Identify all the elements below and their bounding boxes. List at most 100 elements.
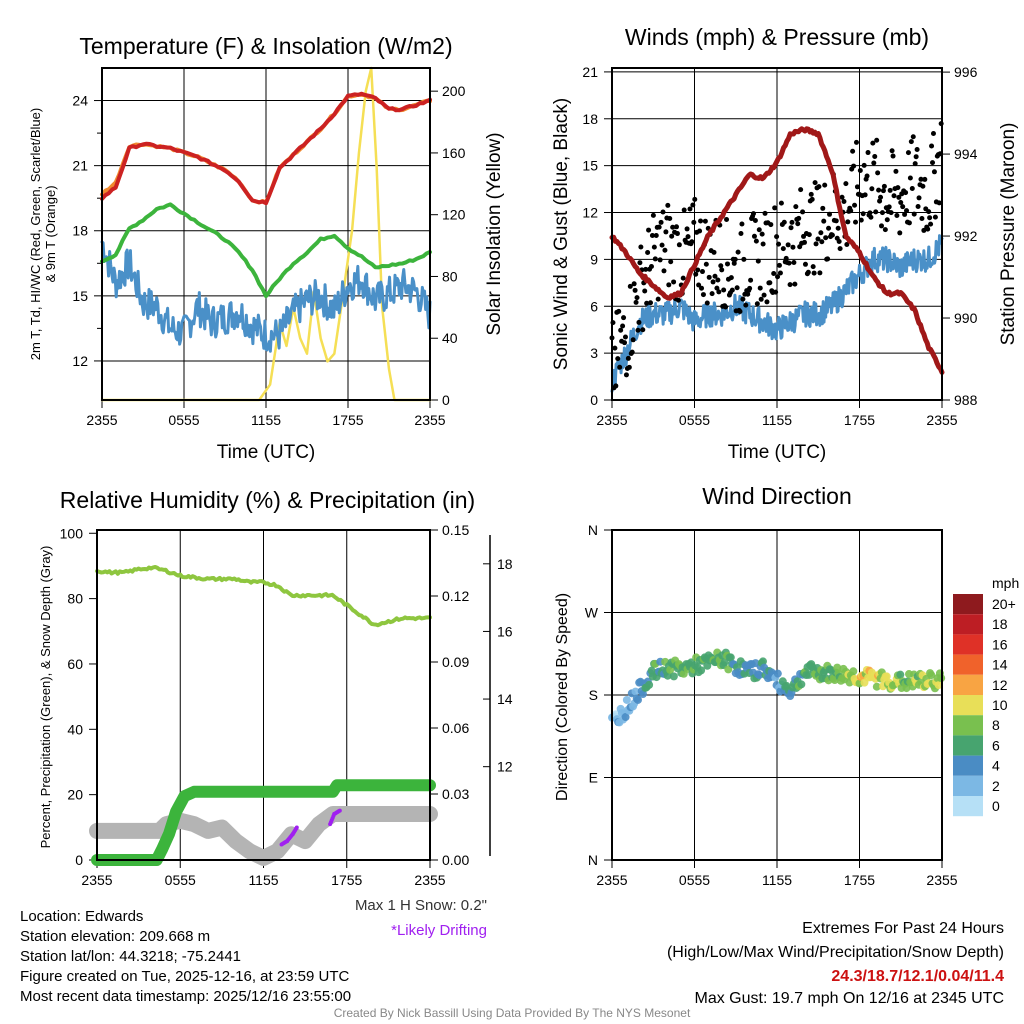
gust-point bbox=[674, 231, 680, 237]
gust-point bbox=[676, 242, 682, 248]
gust-point bbox=[714, 285, 720, 291]
gust-point bbox=[867, 210, 873, 216]
snow-axis-tick-label: 16 bbox=[497, 623, 513, 639]
gust-point bbox=[930, 160, 936, 166]
legend-swatch bbox=[953, 614, 983, 635]
gust-point bbox=[816, 184, 822, 190]
gust-point bbox=[729, 287, 735, 293]
gust-point bbox=[884, 217, 890, 223]
gust-point bbox=[813, 241, 819, 247]
x-tick-label: 1155 bbox=[762, 412, 792, 428]
gust-point bbox=[658, 219, 664, 225]
direction-point bbox=[645, 680, 654, 689]
gust-point bbox=[928, 221, 934, 227]
gust-point bbox=[829, 232, 835, 238]
legend-swatch bbox=[953, 796, 983, 817]
snow-axis-tick-label: 18 bbox=[497, 556, 513, 572]
gust-point bbox=[653, 232, 659, 238]
x-tick-label: 2355 bbox=[926, 412, 957, 428]
gust-point bbox=[848, 208, 854, 214]
max-snow-label: Max 1 H Snow: 0.2" bbox=[354, 897, 487, 914]
gust-point bbox=[689, 239, 695, 245]
y2-axis-tick-label: 200 bbox=[442, 83, 466, 99]
gust-point bbox=[630, 337, 636, 343]
gust-point bbox=[870, 140, 876, 146]
gust-point bbox=[778, 200, 784, 206]
gust-point bbox=[697, 228, 703, 234]
y-axis-tick-label: 12 bbox=[72, 353, 88, 369]
gust-point bbox=[929, 143, 935, 149]
gust-point bbox=[820, 205, 826, 211]
gust-point bbox=[741, 256, 747, 262]
y-axis-tick-label: 60 bbox=[67, 656, 83, 672]
gust-point bbox=[684, 226, 690, 232]
gust-point bbox=[735, 249, 741, 255]
gust-point bbox=[852, 202, 858, 208]
max-gust: Max Gust: 19.7 mph On 12/16 at 2345 UTC bbox=[694, 990, 1005, 1007]
gust-point bbox=[740, 296, 746, 302]
y-axis-tick-label: 0 bbox=[75, 852, 83, 868]
gust-point bbox=[921, 227, 927, 233]
legend-label: 2 bbox=[992, 778, 1000, 794]
gust-point bbox=[712, 273, 718, 279]
gust-point bbox=[777, 270, 783, 276]
gust-point bbox=[656, 224, 662, 230]
x-tick-label: 2355 bbox=[86, 412, 117, 428]
x-tick-label: 0555 bbox=[165, 872, 196, 888]
gust-point bbox=[751, 233, 757, 239]
gust-point bbox=[718, 263, 724, 269]
gust-point bbox=[655, 296, 661, 302]
gust-point bbox=[812, 180, 818, 186]
direction-point bbox=[621, 713, 630, 722]
y-axis-tick-label: S bbox=[589, 687, 598, 703]
credit: Created By Nick Bassill Using Data Provi… bbox=[333, 1006, 691, 1020]
gust-point bbox=[693, 271, 699, 277]
gust-point bbox=[861, 162, 867, 168]
extremes-values: 24.3/18.7/12.1/0.04/11.4 bbox=[831, 968, 1004, 985]
gust-point bbox=[907, 175, 913, 181]
x-axis-label: Time (UTC) bbox=[728, 442, 827, 463]
gust-point bbox=[844, 242, 850, 248]
drifting-point bbox=[337, 808, 342, 813]
direction-point bbox=[773, 669, 782, 678]
gust-point bbox=[914, 146, 920, 152]
snow-axis-tick-label: 14 bbox=[497, 691, 513, 707]
gust-point bbox=[805, 269, 811, 275]
gust-point bbox=[618, 327, 624, 333]
gust-point bbox=[897, 230, 903, 236]
direction-point bbox=[934, 681, 943, 690]
gust-point bbox=[788, 225, 794, 231]
y2-axis-tick-label: 0.12 bbox=[442, 588, 469, 604]
x-tick-label: 0555 bbox=[679, 872, 710, 888]
dewpoint-line bbox=[100, 202, 432, 299]
gust-point bbox=[648, 300, 653, 306]
gust-point bbox=[690, 202, 696, 208]
gust-point bbox=[687, 206, 693, 212]
y2-axis-tick-label: 120 bbox=[442, 207, 466, 223]
gust-point bbox=[881, 183, 887, 189]
y-axis-tick-label: 18 bbox=[582, 111, 598, 127]
legend-label: 8 bbox=[992, 717, 1000, 733]
x-tick-label: 1155 bbox=[251, 412, 281, 428]
gust-point bbox=[837, 246, 843, 252]
gust-point bbox=[715, 277, 721, 283]
x-tick-label: 2355 bbox=[81, 872, 112, 888]
y-axis-tick-label: 0 bbox=[590, 392, 598, 408]
gust-point bbox=[781, 219, 787, 225]
y2-axis-tick-label: 0.06 bbox=[442, 720, 469, 736]
gust-point bbox=[703, 261, 709, 267]
gust-point bbox=[775, 274, 781, 280]
gust-point bbox=[853, 219, 859, 225]
gust-point bbox=[926, 209, 932, 215]
gust-point bbox=[691, 219, 697, 225]
y-axis-tick-label: 100 bbox=[60, 525, 84, 541]
lat-lon: Station lat/lon: 44.3218; -75.2441 bbox=[20, 948, 242, 965]
gust-point bbox=[633, 299, 639, 305]
gust-point bbox=[895, 185, 901, 191]
y-axis-tick-label: 21 bbox=[72, 158, 88, 174]
legend-label: 14 bbox=[992, 657, 1008, 673]
gust-point bbox=[839, 194, 845, 200]
gust-point bbox=[843, 181, 849, 187]
legend-label: 16 bbox=[992, 636, 1008, 652]
y2-axis-label: Station Pressure (Maroon) bbox=[998, 123, 1019, 346]
